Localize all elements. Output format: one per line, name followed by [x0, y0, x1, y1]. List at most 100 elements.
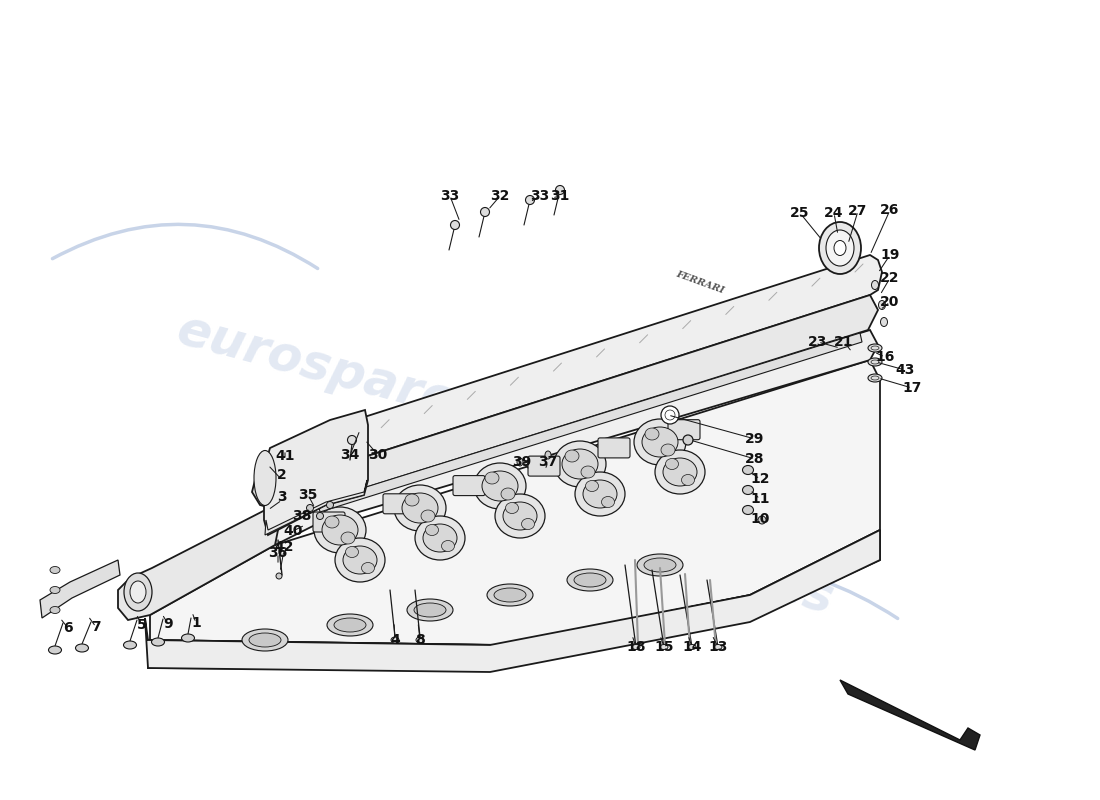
- Polygon shape: [278, 295, 878, 520]
- Ellipse shape: [394, 485, 446, 531]
- Ellipse shape: [124, 573, 152, 611]
- Ellipse shape: [585, 481, 598, 491]
- Ellipse shape: [424, 524, 456, 552]
- Ellipse shape: [645, 428, 659, 440]
- Text: 5: 5: [138, 618, 147, 632]
- Text: 38: 38: [293, 509, 311, 523]
- Text: FERRARI: FERRARI: [674, 269, 725, 295]
- Ellipse shape: [503, 502, 537, 530]
- Ellipse shape: [416, 637, 424, 643]
- Ellipse shape: [341, 532, 355, 544]
- Text: 2: 2: [277, 468, 287, 482]
- Ellipse shape: [880, 318, 888, 326]
- Ellipse shape: [441, 541, 454, 551]
- Text: 34: 34: [340, 448, 360, 462]
- Polygon shape: [118, 505, 280, 620]
- Ellipse shape: [405, 494, 419, 506]
- Text: 31: 31: [550, 189, 570, 203]
- Ellipse shape: [254, 450, 276, 506]
- Text: 33: 33: [440, 189, 460, 203]
- Ellipse shape: [317, 513, 323, 519]
- Ellipse shape: [556, 186, 564, 194]
- Text: 26: 26: [880, 203, 900, 217]
- Text: 24: 24: [824, 206, 844, 220]
- Ellipse shape: [663, 458, 697, 486]
- Polygon shape: [148, 530, 880, 670]
- Text: 16: 16: [876, 350, 894, 364]
- Text: 37: 37: [538, 455, 558, 469]
- Ellipse shape: [632, 645, 640, 650]
- Text: eurospares: eurospares: [521, 496, 839, 624]
- Ellipse shape: [123, 641, 136, 649]
- Ellipse shape: [307, 505, 314, 511]
- Ellipse shape: [336, 538, 385, 582]
- Ellipse shape: [314, 507, 366, 553]
- Polygon shape: [264, 410, 368, 535]
- Text: 22: 22: [880, 271, 900, 285]
- Ellipse shape: [343, 546, 377, 574]
- Ellipse shape: [661, 406, 679, 424]
- Ellipse shape: [421, 510, 434, 522]
- Text: 15: 15: [654, 640, 673, 654]
- Ellipse shape: [581, 466, 595, 478]
- Ellipse shape: [575, 472, 625, 516]
- Text: 35: 35: [298, 488, 318, 502]
- Ellipse shape: [415, 516, 465, 560]
- Polygon shape: [280, 258, 874, 490]
- Text: 27: 27: [848, 204, 868, 218]
- Ellipse shape: [654, 450, 705, 494]
- Ellipse shape: [76, 644, 88, 652]
- FancyBboxPatch shape: [598, 438, 630, 458]
- Ellipse shape: [474, 463, 526, 509]
- FancyBboxPatch shape: [453, 475, 485, 495]
- Text: 23: 23: [808, 335, 827, 349]
- Ellipse shape: [345, 546, 359, 558]
- Ellipse shape: [152, 638, 165, 646]
- Text: 10: 10: [750, 512, 770, 526]
- Ellipse shape: [327, 614, 373, 636]
- Ellipse shape: [666, 410, 675, 420]
- Ellipse shape: [742, 466, 754, 474]
- Ellipse shape: [50, 586, 60, 594]
- Polygon shape: [145, 530, 880, 672]
- Ellipse shape: [362, 562, 374, 574]
- Ellipse shape: [526, 195, 535, 205]
- Ellipse shape: [554, 441, 606, 487]
- Ellipse shape: [879, 301, 886, 310]
- Text: 41: 41: [275, 449, 295, 463]
- Ellipse shape: [634, 419, 686, 465]
- Ellipse shape: [324, 516, 339, 528]
- Text: 21: 21: [834, 335, 854, 349]
- Polygon shape: [252, 448, 285, 510]
- Ellipse shape: [500, 488, 515, 500]
- Text: eurospares: eurospares: [172, 306, 488, 434]
- Text: 4: 4: [390, 633, 400, 647]
- Text: 11: 11: [750, 492, 770, 506]
- Text: 8: 8: [415, 633, 425, 647]
- Ellipse shape: [494, 588, 526, 602]
- Ellipse shape: [742, 506, 754, 514]
- Ellipse shape: [644, 558, 676, 572]
- Ellipse shape: [521, 518, 535, 530]
- Ellipse shape: [565, 450, 579, 462]
- Polygon shape: [265, 480, 367, 535]
- Ellipse shape: [661, 444, 675, 456]
- Ellipse shape: [688, 645, 696, 650]
- Ellipse shape: [451, 221, 460, 230]
- Ellipse shape: [820, 222, 861, 274]
- Ellipse shape: [407, 599, 453, 621]
- Text: 36: 36: [268, 546, 287, 560]
- Ellipse shape: [566, 569, 613, 591]
- Ellipse shape: [742, 486, 754, 494]
- Text: 3: 3: [277, 490, 287, 504]
- Text: 17: 17: [902, 381, 922, 395]
- Text: 7: 7: [91, 620, 101, 634]
- Ellipse shape: [50, 606, 60, 614]
- Text: 28: 28: [746, 452, 764, 466]
- Polygon shape: [318, 333, 862, 512]
- Ellipse shape: [506, 502, 518, 514]
- Ellipse shape: [482, 471, 518, 501]
- Ellipse shape: [276, 573, 282, 579]
- Text: 14: 14: [682, 640, 702, 654]
- Ellipse shape: [574, 573, 606, 587]
